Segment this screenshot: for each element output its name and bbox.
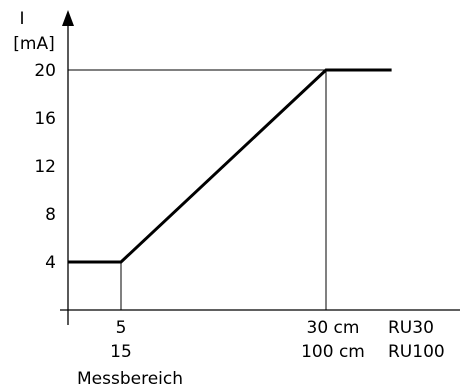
range-label-ru100: RU100 — [388, 342, 445, 362]
x-tick-label-ru100-2: 100 cm — [301, 342, 365, 362]
y-tick-labels: 4 8 12 16 20 — [34, 61, 56, 273]
y-tick-label: 20 — [34, 61, 56, 81]
x-axis-label: Messbereich — [77, 369, 183, 389]
x-tick-label-ru100-1: 15 — [110, 342, 132, 362]
y-axis-unit: [mA] — [13, 34, 54, 54]
y-tick-label: 12 — [34, 157, 56, 177]
y-axis-label: I — [19, 9, 24, 29]
y-axis-arrow — [62, 10, 74, 26]
series-line — [68, 68, 392, 264]
y-tick-label: 16 — [34, 109, 56, 129]
y-tick-label: 8 — [45, 205, 56, 225]
x-tick-label-ru30-2: 30 cm — [307, 318, 360, 338]
range-label-ru30: RU30 — [388, 318, 434, 338]
x-tick-label-ru30-1: 5 — [116, 318, 127, 338]
y-tick-label: 4 — [45, 253, 56, 273]
